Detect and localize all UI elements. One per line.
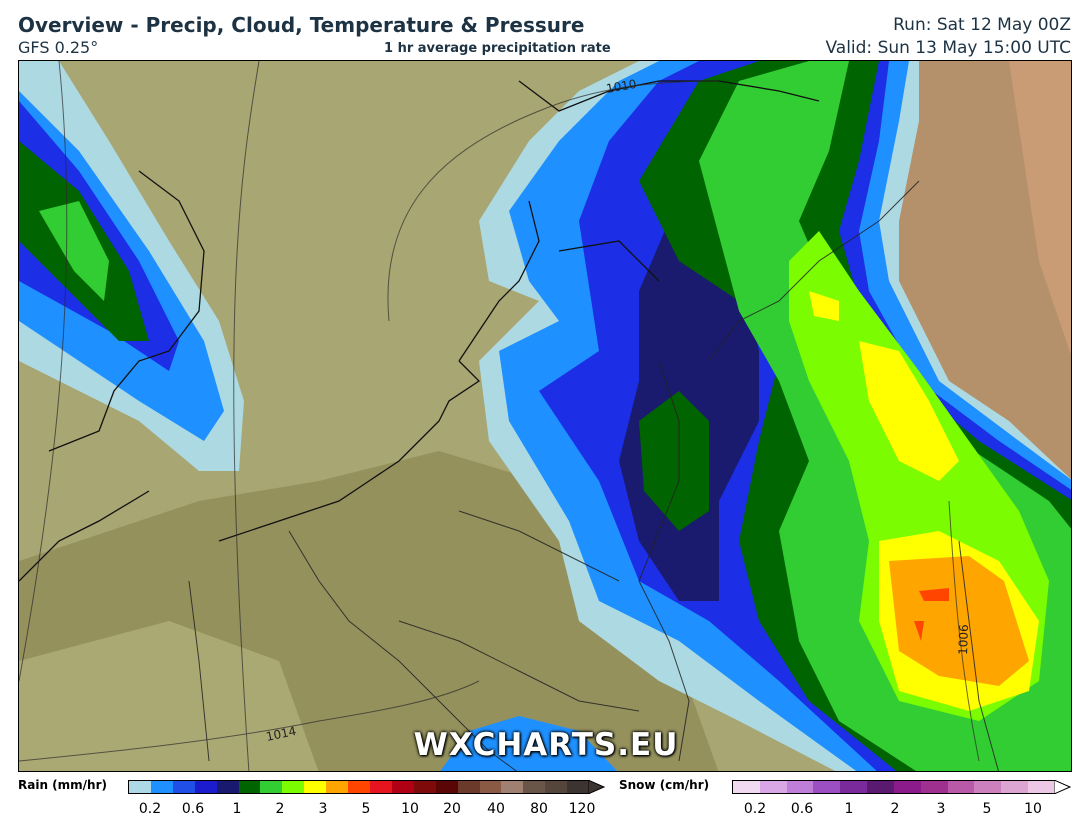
snow-color-swatch — [947, 781, 975, 793]
snow-color-swatch — [893, 781, 921, 793]
rain-tick-label: 1 — [232, 801, 242, 817]
rain-orange-core — [889, 556, 1029, 686]
snow-tick-label: 0.6 — [790, 801, 814, 817]
snow-colorbar — [732, 780, 1056, 794]
rain-tick-label: 80 — [530, 801, 548, 817]
rain-color-swatch — [348, 781, 370, 793]
rain-color-swatch — [282, 781, 305, 793]
snow-tick-label: 1 — [844, 801, 854, 817]
snow-tick-label: 0.2 — [743, 801, 767, 817]
rain-tick-label: 0.6 — [181, 801, 205, 817]
snow-color-swatch — [786, 781, 814, 793]
rain-color-swatch — [238, 781, 261, 793]
rain-green-west — [39, 201, 109, 301]
rain-red-core-2 — [914, 621, 924, 641]
coastlines — [19, 80, 820, 582]
weather-map[interactable]: 1010 1014 1006 WXCHARTS.EU — [18, 60, 1072, 772]
snow-color-swatch — [840, 781, 868, 793]
snow-color-swatch — [813, 781, 841, 793]
rain-color-swatch — [216, 781, 239, 793]
rain-color-swatch — [435, 781, 458, 793]
snow-color-swatch — [974, 781, 1002, 793]
rain-red-core — [919, 588, 949, 601]
country-borders — [188, 180, 999, 771]
snow-color-swatch — [1028, 781, 1055, 793]
rain-tick-label: 10 — [401, 801, 419, 817]
rain-tick-label: 20 — [443, 801, 461, 817]
snow-color-swatch — [920, 781, 948, 793]
watermark: WXCHARTS.EU — [413, 727, 679, 763]
rain-color-swatch — [391, 781, 414, 793]
rain-color-swatch — [304, 781, 327, 793]
chart-title: Overview - Precip, Cloud, Temperature & … — [18, 13, 585, 37]
rain-yellow-spot — [809, 291, 839, 321]
rain-color-swatch — [523, 781, 546, 793]
map-canvas: 1010 1014 1006 — [19, 61, 1071, 771]
rain-tick-label: 3 — [318, 801, 328, 817]
rain-colorbar — [128, 780, 590, 794]
rain-tick-label: 5 — [361, 801, 371, 817]
snow-legend-label: Snow (cm/hr) — [619, 778, 710, 792]
rain-color-swatch — [501, 781, 524, 793]
rain-darkgreen-pocket — [639, 391, 709, 531]
rain-tick-label: 0.2 — [138, 801, 162, 817]
snow-color-swatch — [759, 781, 787, 793]
rain-tick-label: 120 — [568, 801, 596, 817]
model-name: GFS 0.25° — [18, 38, 99, 57]
rain-color-swatch — [260, 781, 283, 793]
snow-tick-label: 5 — [982, 801, 992, 817]
rain-blue-south — [440, 716, 618, 771]
rain-color-swatch — [457, 781, 480, 793]
rain-color-swatch — [567, 781, 590, 793]
snow-color-swatch — [733, 781, 760, 793]
rain-tick-label: 2 — [275, 801, 285, 817]
isobar-label-1010: 1010 — [605, 77, 638, 96]
isobars — [19, 61, 980, 771]
rain-color-swatch — [479, 781, 502, 793]
rain-colorbar-arrow — [588, 780, 606, 794]
run-time: Run: Sat 12 May 00Z — [893, 15, 1071, 35]
chart-subtitle: 1 hr average precipitation rate — [384, 41, 611, 56]
valid-time: Valid: Sun 13 May 15:00 UTC — [825, 38, 1071, 58]
snow-tick-label: 3 — [936, 801, 946, 817]
snow-color-swatch — [1001, 781, 1029, 793]
mountain-terrain — [879, 61, 1071, 480]
rain-color-swatch — [150, 781, 173, 793]
mountain-terrain-high — [1009, 61, 1071, 356]
snow-color-swatch — [867, 781, 894, 793]
rain-color-swatch — [194, 781, 217, 793]
rain-color-swatch — [545, 781, 568, 793]
snow-tick-label: 2 — [890, 801, 900, 817]
isobar-label-1014: 1014 — [265, 724, 298, 744]
rain-color-swatch — [172, 781, 195, 793]
rain-color-swatch — [369, 781, 392, 793]
rain-color-swatch — [413, 781, 436, 793]
rain-color-swatch — [129, 781, 151, 793]
snow-tick-label: 10 — [1024, 801, 1042, 817]
rain-tick-label: 40 — [487, 801, 505, 817]
rain-yellow-north — [859, 341, 959, 481]
rain-legend-label: Rain (mm/hr) — [18, 778, 107, 792]
rain-color-swatch — [326, 781, 349, 793]
isobar-label-1006: 1006 — [956, 624, 971, 655]
land-terrain-light — [19, 621, 319, 771]
snow-colorbar-arrow — [1054, 780, 1072, 794]
